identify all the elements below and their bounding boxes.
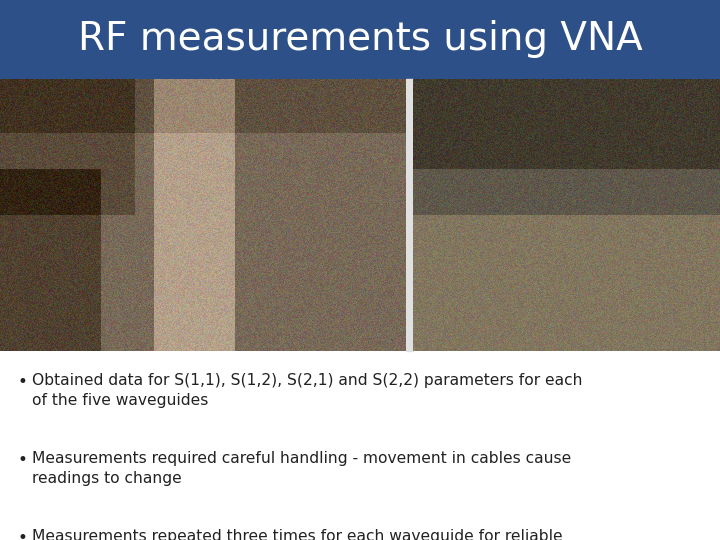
Text: Measurements repeated three times for each waveguide for reliable
results: Measurements repeated three times for ea…: [32, 529, 562, 540]
Text: Measurements required careful handling - movement in cables cause
readings to ch: Measurements required careful handling -…: [32, 451, 571, 487]
Text: RF measurements using VNA: RF measurements using VNA: [78, 21, 642, 58]
Bar: [406, 79, 413, 351]
Text: •: •: [18, 451, 28, 469]
Text: •: •: [18, 529, 28, 540]
Text: •: •: [18, 373, 28, 391]
Bar: [0, 0, 720, 79]
Text: Obtained data for S(1,1), S(1,2), S(2,1) and S(2,2) parameters for each
of the f: Obtained data for S(1,1), S(1,2), S(2,1)…: [32, 373, 582, 408]
